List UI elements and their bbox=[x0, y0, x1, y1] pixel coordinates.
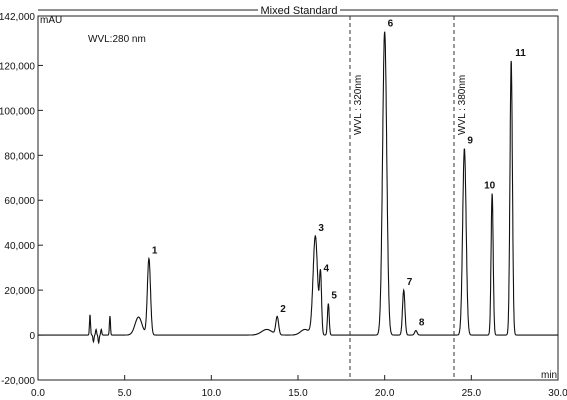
x-tick-label: 0.0 bbox=[31, 388, 45, 399]
plot-frame bbox=[37, 15, 559, 381]
series-trace bbox=[38, 31, 558, 345]
y-tick-label: 0 bbox=[29, 331, 35, 342]
x-unit-label: min bbox=[541, 370, 557, 381]
peak-label: 7 bbox=[407, 277, 413, 288]
wavelength-marker-label: WVL : 380nm bbox=[457, 75, 468, 135]
x-tick-label: 10.0 bbox=[202, 388, 222, 399]
x-tick-label: 5.0 bbox=[118, 388, 132, 399]
peak-label: 9 bbox=[467, 136, 473, 147]
peak-label: 2 bbox=[280, 304, 286, 315]
peak-label: 11 bbox=[515, 48, 526, 59]
peak-label: 8 bbox=[419, 318, 425, 329]
peak-label: 3 bbox=[318, 223, 324, 234]
y-tick-label: -20,000 bbox=[1, 376, 35, 387]
peak-labels: 1 2 3 4 5 6 7 8 9 10 11 bbox=[152, 19, 526, 329]
peak-label: 4 bbox=[324, 264, 330, 275]
y-tick-label: 142,000 bbox=[0, 12, 35, 23]
y-tick-label: 20,000 bbox=[4, 286, 35, 297]
chart-title: Mixed Standard bbox=[260, 5, 337, 17]
y-tick-label: 100,000 bbox=[0, 106, 35, 117]
peak-label: 10 bbox=[484, 181, 496, 192]
wavelength-marker-label: WVL : 320nm bbox=[353, 75, 364, 135]
wavelength-markers: WVL : 320nm WVL : 380nm bbox=[349, 16, 468, 380]
wavelength-annotation: WVL:280 nm bbox=[88, 34, 146, 45]
x-tick-label: 25.0 bbox=[462, 388, 482, 399]
peak-label: 6 bbox=[388, 19, 394, 30]
y-tick-label: 60,000 bbox=[4, 196, 35, 207]
peak-label: 5 bbox=[331, 291, 337, 302]
y-tick-label: 40,000 bbox=[4, 241, 35, 252]
x-tick-label: 20.0 bbox=[375, 388, 395, 399]
x-tick-label: 30.0 bbox=[548, 388, 567, 399]
x-tick-label: 15.0 bbox=[288, 388, 308, 399]
peak-label: 1 bbox=[152, 246, 158, 257]
y-tick-label: 80,000 bbox=[4, 151, 35, 162]
series-line bbox=[38, 31, 558, 345]
y-tick-label: 120,000 bbox=[0, 61, 35, 72]
axes: 0.0 5.0 10.0 15.0 20.0 25.0 30.0 -20,000 0 20,000… bbox=[0, 12, 567, 399]
y-unit-label: mAU bbox=[40, 15, 62, 26]
